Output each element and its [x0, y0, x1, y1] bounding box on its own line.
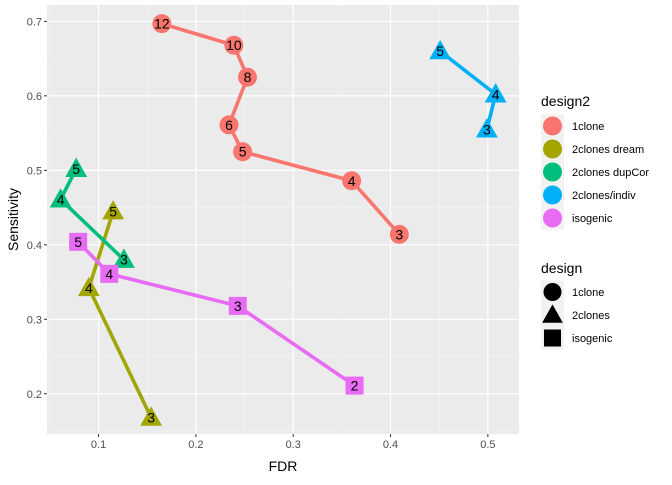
data-point	[49, 188, 72, 208]
color-legend-label: isogenic	[572, 213, 613, 225]
color-legend-label: 2clones/indiv	[572, 190, 636, 202]
data-label: 3	[147, 410, 155, 426]
data-label: 5	[109, 203, 117, 219]
y-tick-label: 0.7	[27, 16, 42, 28]
data-label: 4	[85, 280, 93, 296]
data-point	[152, 14, 172, 34]
y-tick-label: 0.3	[27, 314, 42, 326]
data-point	[228, 296, 247, 315]
legend-color-swatch	[543, 208, 562, 228]
legend-color-swatch	[543, 162, 562, 182]
data-label: 12	[154, 16, 170, 32]
data-label: 4	[105, 266, 113, 282]
legend-color-swatch	[543, 185, 562, 205]
major-gridlines	[47, 5, 519, 434]
x-axis-title: FDR	[269, 458, 298, 474]
x-tick-label: 0.2	[188, 439, 203, 451]
shape-legend-title: design	[541, 260, 582, 276]
shape-legend-label: 2clones	[572, 310, 610, 322]
legend-color-swatch	[543, 139, 562, 159]
shape-legend-label: 1clone	[572, 287, 604, 299]
data-label: 3	[120, 252, 128, 268]
data-label: 2	[351, 378, 359, 394]
color-legend-title: design2	[541, 93, 590, 109]
data-label: 6	[225, 117, 233, 133]
data-label: 4	[348, 173, 356, 189]
data-point	[112, 248, 135, 268]
color-legend-label: 2clones dream	[572, 144, 644, 156]
data-point	[237, 67, 257, 87]
data-series: 12 108 65 4 3	[152, 14, 409, 244]
data-label: 5	[436, 43, 444, 59]
data-label: 4	[57, 191, 65, 207]
data-label: 3	[395, 226, 403, 242]
data-label: 3	[483, 121, 491, 137]
data-point	[100, 264, 119, 283]
x-tick-label: 0.1	[91, 439, 106, 451]
data-label: 5	[72, 161, 80, 177]
x-tick-label: 0.3	[286, 439, 301, 451]
data-series: 5 4 3	[429, 39, 507, 138]
data-point	[345, 376, 364, 395]
legend-shape-swatch	[543, 283, 562, 301]
data-point	[224, 35, 244, 55]
data-point	[429, 39, 452, 60]
color-legend: design2 1clone 2clones dream 2clones dupCor…	[541, 93, 649, 230]
legend-shape-swatch	[544, 329, 561, 347]
y-axis-title: Sensitivity	[5, 188, 21, 251]
axis-layer: 0.1 0.2 0.3 0.4 0.5 0.2 0.3 0.4 0.5 0.6 0.7	[27, 16, 496, 451]
data-point	[69, 232, 88, 251]
data-label: 3	[234, 298, 242, 314]
legend-color-swatch	[543, 116, 562, 136]
color-legend-label: 1clone	[572, 121, 604, 133]
data-series: 543	[49, 157, 135, 268]
data-label: 4	[492, 86, 500, 102]
data-point	[77, 276, 100, 297]
y-tick-label: 0.2	[27, 389, 42, 401]
data-label: 8	[244, 69, 252, 85]
data-point	[102, 200, 125, 220]
data-point	[475, 118, 498, 138]
shape-legend-label: isogenic	[572, 333, 613, 345]
color-legend-label: 2clones dupCor	[572, 167, 649, 179]
data-label: 10	[226, 37, 242, 53]
x-tick-label: 0.4	[383, 439, 398, 451]
plot-panel	[47, 5, 519, 434]
data-point	[342, 171, 362, 191]
data-point	[389, 224, 409, 244]
x-tick-label: 0.5	[480, 439, 495, 451]
data-label: 5	[74, 234, 82, 250]
series-line	[76, 240, 356, 388]
data-point	[484, 83, 507, 103]
shape-legend: design 1clone 2clones isogenic	[541, 260, 613, 350]
y-tick-label: 0.6	[27, 91, 42, 103]
data-point	[140, 406, 163, 426]
data-label: 5	[239, 144, 247, 160]
legend-shape-swatch	[542, 304, 563, 323]
data-point	[65, 157, 88, 177]
y-tick-label: 0.4	[27, 240, 42, 252]
data-series: 543	[77, 200, 163, 426]
data-point	[233, 142, 253, 162]
y-tick-label: 0.5	[27, 165, 42, 177]
data-point	[219, 115, 239, 135]
